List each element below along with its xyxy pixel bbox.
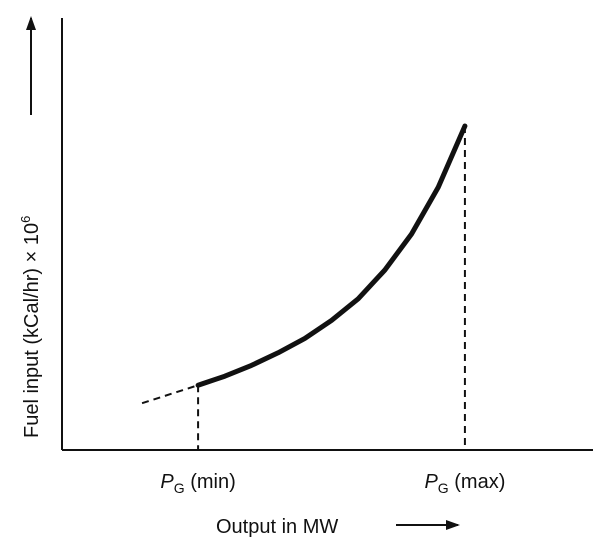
- y-axis-title: Fuel input (kCal/hr) × 106: [18, 216, 43, 438]
- extrapolated-curve-dashed: [141, 384, 199, 405]
- x-axis-title: Output in MW: [216, 516, 338, 538]
- fuel-input-series-line: [195, 123, 468, 388]
- x-tick-label-pg-max: PG (max): [424, 471, 505, 496]
- x-tick-label-pg-min: PG (min): [160, 471, 235, 496]
